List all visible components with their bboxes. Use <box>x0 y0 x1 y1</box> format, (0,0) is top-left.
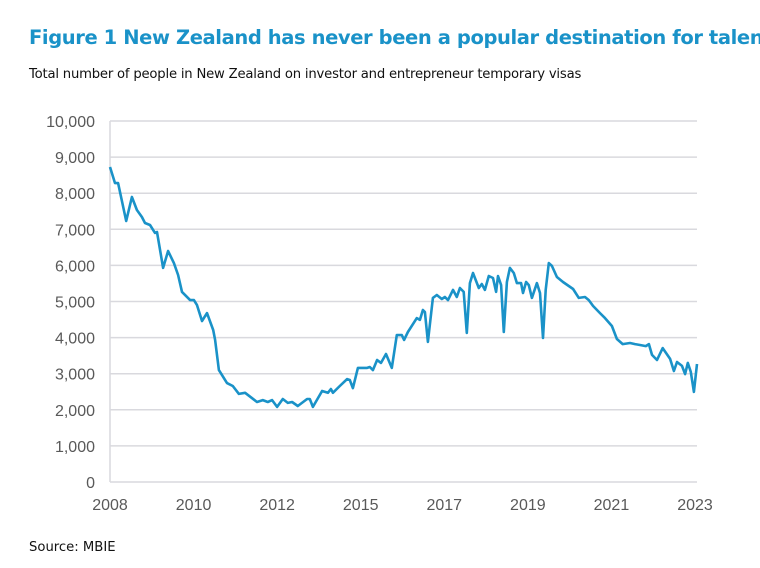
x-tick-label: 2010 <box>176 497 212 514</box>
x-tick-label: 2012 <box>259 497 295 514</box>
y-tick-label: 2,000 <box>55 403 95 420</box>
data-series-line <box>108 166 699 409</box>
y-tick-label: 6,000 <box>55 258 95 275</box>
y-tick-label: 1,000 <box>55 439 95 456</box>
y-tick-label: 10,000 <box>46 114 95 131</box>
x-tick-label: 2019 <box>510 497 546 514</box>
x-tick-label: 2015 <box>343 497 379 514</box>
x-tick-label: 2021 <box>594 497 630 514</box>
chart-title: Figure 1 New Zealand has never been a po… <box>29 26 760 49</box>
source-note: Source: MBIE <box>29 540 116 555</box>
y-tick-label: 3,000 <box>55 367 95 384</box>
y-tick-label: 5,000 <box>55 295 95 312</box>
y-tick-label: 0 <box>86 475 95 492</box>
x-tick-label: 2008 <box>92 497 128 514</box>
y-tick-label: 7,000 <box>55 222 95 239</box>
y-tick-label: 9,000 <box>55 150 95 167</box>
y-tick-label: 8,000 <box>55 186 95 203</box>
y-tick-label: 4,000 <box>55 331 95 348</box>
x-tick-label: 2023 <box>677 497 713 514</box>
chart-subtitle: Total number of people in New Zealand on… <box>29 67 582 82</box>
x-tick-label: 2017 <box>426 497 462 514</box>
